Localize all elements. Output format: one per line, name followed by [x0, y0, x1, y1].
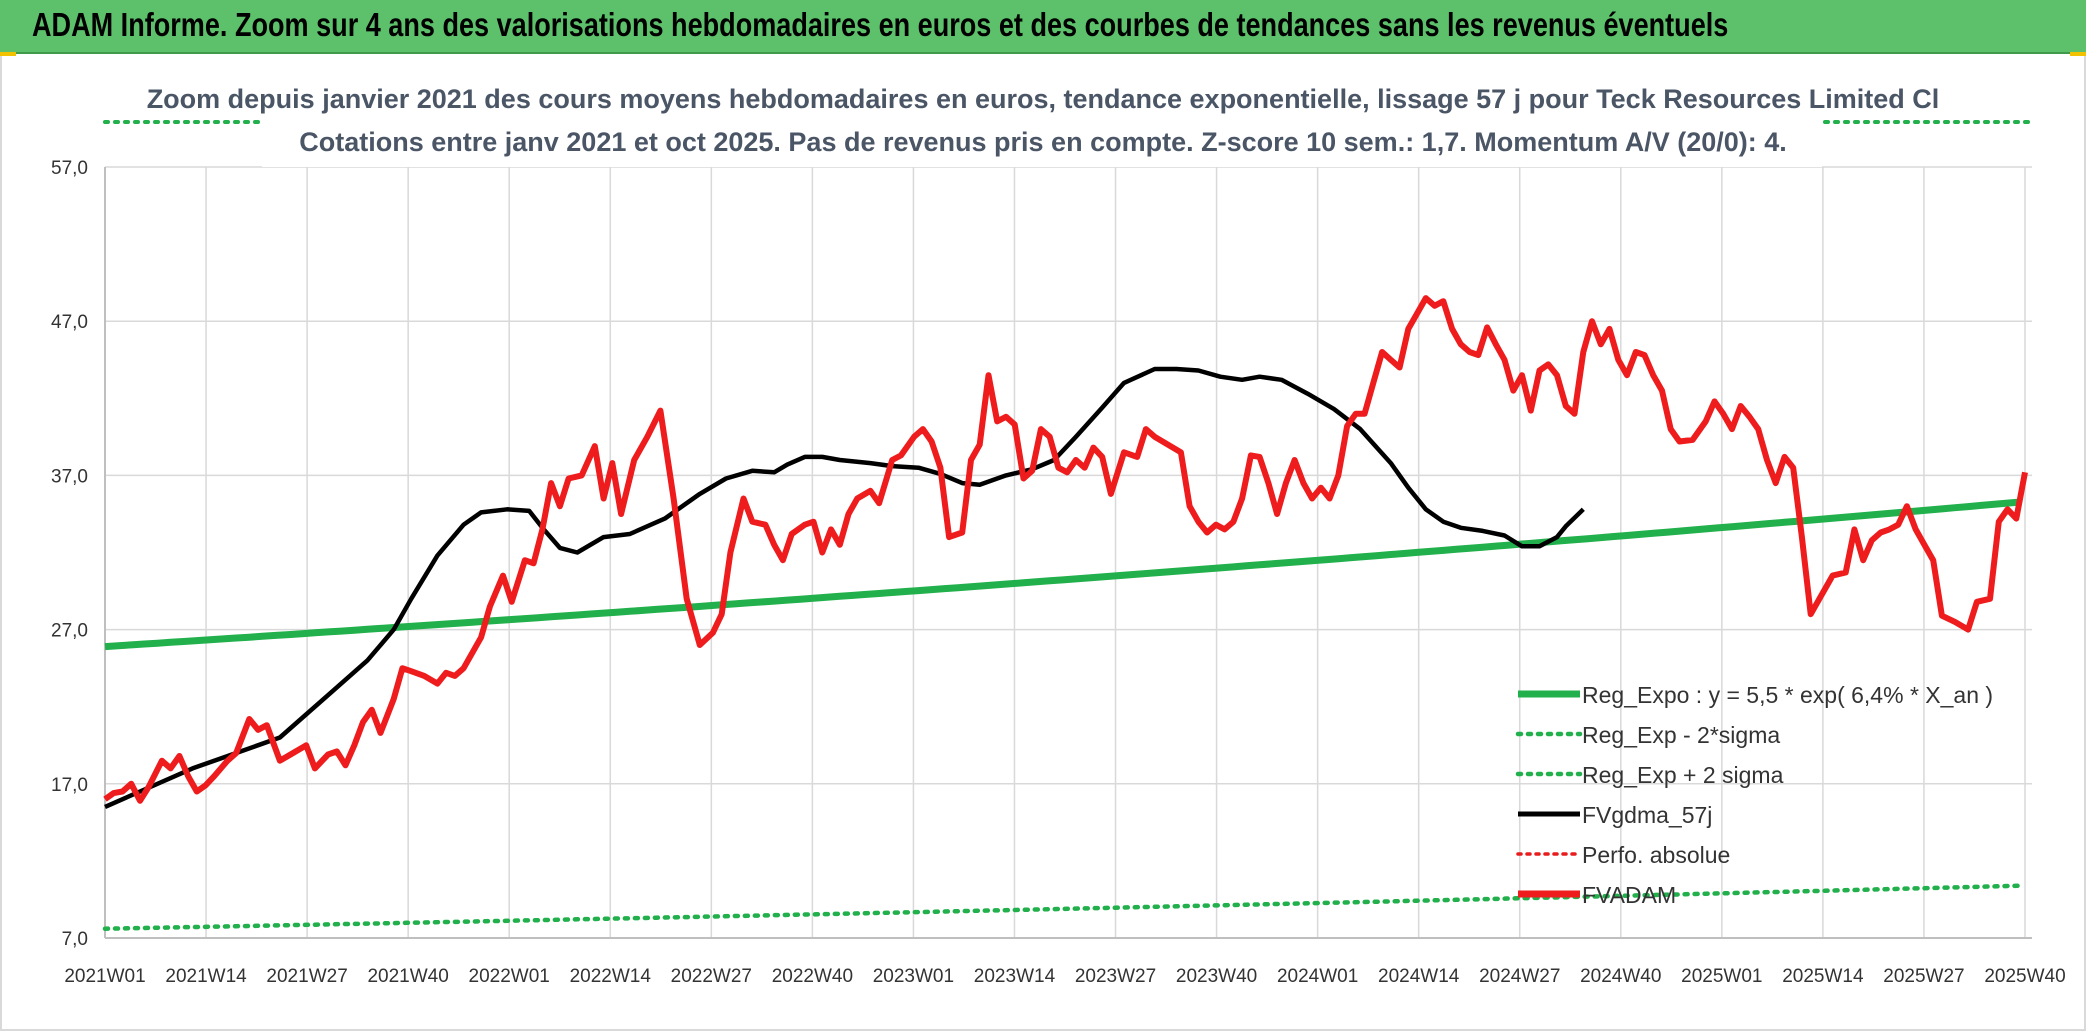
y-tick-label: 37,0 [51, 466, 88, 487]
x-tick-label: 2023W14 [974, 966, 1056, 987]
legend-label: Reg_Exp - 2*sigma [1582, 722, 1780, 748]
x-tick-label: 2025W01 [1681, 966, 1762, 987]
y-tick-label: 27,0 [51, 621, 88, 642]
x-tick-label: 2025W40 [1984, 966, 2065, 987]
x-tick-label: 2021W40 [367, 966, 448, 987]
legend: Reg_Expo : y = 5,5 * exp( 6,4% * X_an ) R… [1515, 682, 1993, 908]
series-reg-exp-minus-2sigma [102, 883, 2023, 931]
plot-area-bg [105, 165, 2032, 938]
legend-label: FVgdma_57j [1582, 802, 1712, 828]
series-reg-expo [104, 498, 2021, 651]
x-tick-label: 2024W40 [1580, 966, 1661, 987]
legend-label: Reg_Expo : y = 5,5 * exp( 6,4% * X_an ) [1582, 682, 1993, 708]
legend-label: Reg_Exp + 2 sigma [1582, 762, 1784, 788]
subtitle-bg [262, 75, 1822, 167]
x-tick-label: 2021W01 [64, 966, 145, 987]
x-tick-label: 2025W27 [1883, 966, 1964, 987]
x-tick-label: 2021W27 [266, 966, 347, 987]
legend-label: FVADAM [1582, 882, 1676, 908]
report-title: ADAM Informe. Zoom sur 4 ans des valoris… [32, 6, 1729, 43]
y-tick-label: 17,0 [51, 775, 88, 796]
x-tick-label: 2023W40 [1176, 966, 1257, 987]
x-tick-label: 2024W14 [1378, 966, 1460, 987]
chart-title: Zoom depuis janvier 2021 des cours moyen… [147, 84, 1940, 114]
x-tick-label: 2025W14 [1782, 966, 1864, 987]
legend-label: Perfo. absolue [1582, 842, 1730, 868]
series-fvadam [103, 295, 2028, 804]
x-tick-label: 2021W14 [165, 966, 247, 987]
x-tick-label: 2024W27 [1479, 966, 1560, 987]
corner-accent-right [2070, 52, 2086, 56]
series-fvgdma-57j [104, 366, 1585, 809]
series-group [102, 120, 2034, 931]
grid [104, 166, 2032, 939]
y-tick-label: 7,0 [62, 929, 88, 950]
x-tick-label: 2023W01 [873, 966, 954, 987]
x-tick-label: 2024W01 [1277, 966, 1358, 987]
x-tick-label: 2022W14 [570, 966, 652, 987]
chart-subtitle: Cotations entre janv 2021 et oct 2025. P… [299, 127, 1787, 157]
y-tick-label: 47,0 [51, 312, 88, 333]
x-tick-label: 2022W27 [671, 966, 752, 987]
corner-accent-left [0, 52, 16, 56]
x-axis-ticks: 2021W01 2021W14 2021W27 2021W40 2022W01 2022W… [64, 966, 2065, 987]
x-tick-label: 2023W27 [1075, 966, 1156, 987]
x-tick-label: 2022W01 [469, 966, 550, 987]
y-tick-label: 57,0 [51, 158, 88, 179]
report-header: ADAM Informe. Zoom sur 4 ans des valoris… [0, 0, 2086, 54]
y-axis-ticks: 57,0 47,0 37,0 27,0 17,0 7,0 [51, 158, 88, 950]
x-tick-label: 2022W40 [772, 966, 853, 987]
